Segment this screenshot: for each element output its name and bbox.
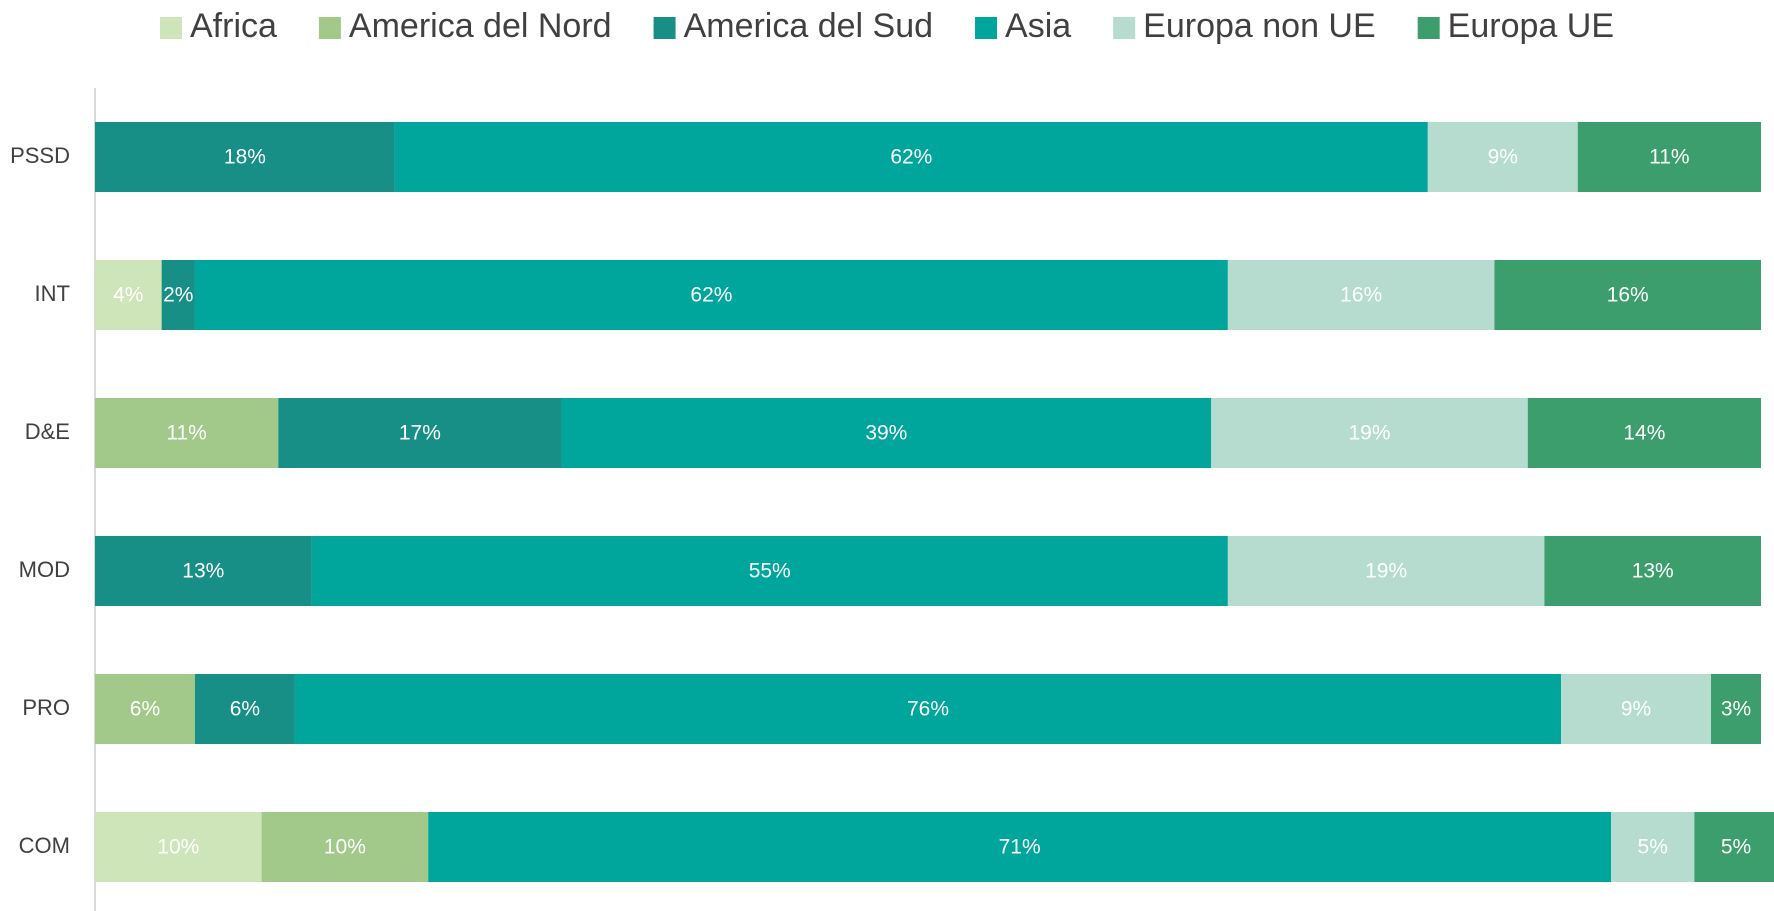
data-label: 17% — [399, 422, 441, 445]
y-tick-label: PSSD — [10, 143, 70, 168]
legend-swatch — [1417, 17, 1440, 39]
bar-segment — [95, 674, 195, 744]
legend-label: Europa UE — [1448, 7, 1614, 45]
bar-segment — [1427, 122, 1578, 192]
bar-segment — [1544, 536, 1761, 606]
data-label: 2% — [163, 284, 193, 307]
legend-swatch — [159, 17, 182, 39]
bar-segment — [161, 260, 195, 330]
bar-segment — [194, 260, 1228, 330]
data-label: 11% — [166, 422, 206, 445]
data-label: 55% — [749, 560, 791, 583]
legend-label: Europa non UE — [1143, 7, 1376, 45]
legend-label: America del Nord — [349, 7, 612, 45]
bar-segment — [561, 398, 1212, 468]
data-label: 13% — [1632, 560, 1674, 583]
data-label: 13% — [182, 560, 224, 583]
data-label: 9% — [1488, 146, 1518, 169]
bar-segment — [1711, 674, 1761, 744]
legend-label: Asia — [1005, 7, 1071, 45]
legend-swatch — [1113, 17, 1136, 39]
bar-segment — [278, 398, 562, 468]
bar-segment — [1527, 398, 1761, 468]
y-tick-label: COM — [19, 833, 70, 858]
data-label: 10% — [324, 836, 366, 859]
data-label: 19% — [1348, 422, 1390, 445]
data-label: 18% — [224, 146, 266, 169]
data-label: 62% — [890, 146, 932, 169]
data-label: 14% — [1623, 422, 1665, 445]
bar-segment — [294, 674, 1562, 744]
bar-segment — [95, 260, 162, 330]
y-tick-label: INT — [35, 281, 70, 306]
bar-segment — [1577, 122, 1761, 192]
data-label: 71% — [999, 836, 1041, 859]
data-label: 11% — [1649, 146, 1689, 169]
bar-segment — [428, 812, 1612, 882]
bar-segment — [261, 812, 429, 882]
legend-swatch — [318, 17, 341, 39]
legend-label: America del Sud — [684, 7, 933, 45]
bar-segment — [1494, 260, 1761, 330]
bar-segment — [1211, 398, 1528, 468]
data-label: 5% — [1638, 836, 1668, 859]
bar-segment — [1561, 674, 1712, 744]
data-label: 9% — [1621, 698, 1651, 721]
bar-segment — [1227, 536, 1545, 606]
y-tick-label: MOD — [19, 557, 70, 582]
data-label: 62% — [690, 284, 732, 307]
legend-label: Africa — [190, 7, 277, 45]
bar-segment — [311, 536, 1228, 606]
data-label: 39% — [865, 422, 907, 445]
legend-swatch — [975, 17, 998, 39]
bar-segment — [95, 398, 279, 468]
data-label: 5% — [1721, 836, 1751, 859]
legend: Africa America del Nord America del Sud Asi… — [159, 7, 1614, 45]
bar-segment — [95, 536, 312, 606]
legend-swatch — [653, 17, 676, 39]
bar-segment — [95, 122, 395, 192]
y-tick-label: PRO — [22, 695, 70, 720]
data-label: 6% — [230, 698, 260, 721]
data-label: 10% — [157, 836, 199, 859]
bar-segment — [1611, 812, 1695, 882]
bar-segment — [1227, 260, 1495, 330]
data-label: 6% — [130, 698, 160, 721]
bar-segment — [1694, 812, 1774, 882]
y-tick-label: D&E — [25, 419, 70, 444]
data-label: 3% — [1721, 698, 1751, 721]
data-label: 16% — [1340, 284, 1382, 307]
bar-segment — [95, 812, 262, 882]
bar-segment — [194, 674, 295, 744]
data-label: 76% — [907, 698, 949, 721]
data-label: 4% — [113, 284, 143, 307]
data-label: 19% — [1365, 560, 1407, 583]
data-label: 16% — [1607, 284, 1649, 307]
bar-segment — [394, 122, 1428, 192]
